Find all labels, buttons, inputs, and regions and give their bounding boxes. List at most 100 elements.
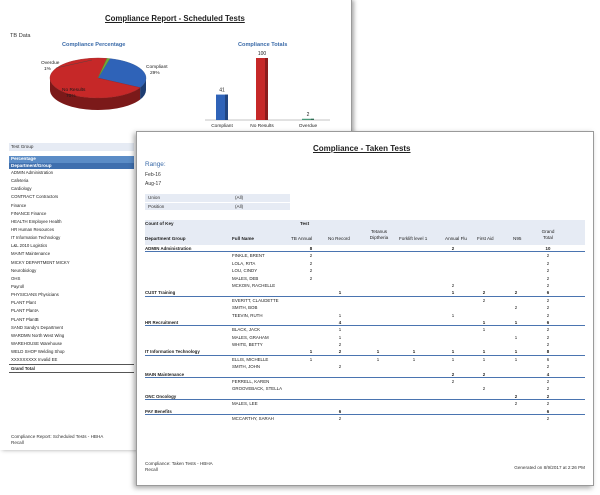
count-cell: 4 [546,371,550,377]
count-cell: 8 [309,246,313,251]
department-item: HEALTH Employee Health [11,218,62,224]
count-cell: 4 [338,319,342,325]
person-row: WHITE, BETTY 2 2 [145,341,585,348]
bar-value-label: 100 [258,51,267,57]
col-grand-total: Grand Total [541,229,555,240]
bar-value-label: 41 [219,88,225,94]
count-cell: 6 [546,408,550,414]
bar-category-label: Overdue [299,123,318,129]
count-cell: 2 [482,297,486,303]
taken-tests-pivot-table: Count of Key Test Department Group Full … [145,220,585,422]
count-cell: 2 [546,260,550,266]
department-item: WAREHOUSE Warehouse [11,340,63,346]
department-item: OHS [11,275,21,281]
pie-label-noresults-pct: 70% [66,93,76,99]
compliance-bar-chart: 41 Compliant 100 No Results 2 Overdue [205,51,330,129]
count-cell: 6 [546,319,550,325]
department-group-row: ADMIN Administration 8 2 10 [145,245,585,253]
count-cell: 2 [546,334,550,340]
count-cell: 2 [451,379,455,385]
department-cell: ONC Oncology [145,393,177,399]
department-item: MAINT Maintenance [11,251,51,257]
department-cell: MAIN Maintenance [145,371,185,377]
count-cell: 1 [309,349,313,355]
count-cell: 1 [338,327,342,333]
count-cell: 8 [546,349,550,355]
department-item: PLANT PlantA [11,308,39,314]
count-cell: 10 [545,246,551,251]
count-cell: 2 [546,275,550,281]
person-row: FINKLE, BRENT 2 2 [145,252,585,259]
count-cell: 2 [309,268,313,274]
pie-label-overdue-pct: 1% [44,66,52,72]
department-item: PLANT PlantB [11,316,39,322]
department-item: PHYSICIANS Physicians [11,292,59,298]
full-name-cell: FERRELL, KAREN [232,379,270,385]
full-name-cell: LOU, CINDY [232,268,258,274]
person-row: BLACK, JACK 1 1 2 [145,326,585,333]
bar-overdue [302,118,314,120]
count-cell: 1 [482,349,486,355]
count-cell: 2 [546,401,550,407]
person-row: MCCARTHY, SARAH 2 2 [145,415,585,422]
full-name-col: Full Name [232,236,254,241]
person-row: EVERITT, CLAUDETTE 2 2 [145,297,585,304]
pivot-body: ADMIN Administration 8 2 10 FINKLE, BRENT 2 2 L… [145,245,585,422]
bar-shadow [225,94,228,120]
department-group-row: PAY Benefits 6 6 [145,408,585,415]
department-item: XXXXXXXXX Invalid EE [11,357,58,363]
test-group-filter[interactable]: Test Group [9,143,134,151]
count-cell: 2 [546,393,550,399]
pie-label-overdue: Overdue [41,60,60,66]
department-group-row: HR Recruitment 4 1 1 6 [145,319,585,327]
department-item: WARDMN North West Wing [11,332,65,338]
pie-label-noresults: No Results [62,87,86,93]
compliance-pie-chart [49,57,147,111]
count-cell: 2 [514,393,518,399]
count-cell: 2 [514,401,518,407]
person-row: GROOVEBACK, STELLA 2 2 [145,385,585,392]
full-name-cell: EVERITT, CLAUDETTE [232,297,279,303]
col-tb-annual: TB Annual [291,236,313,241]
full-name-cell: MCCARTHY, SARAH [232,415,274,421]
department-item: SAND Sandy's Department [11,324,63,330]
bar-category-label: Compliant [211,123,233,129]
count-cell: 2 [546,364,550,370]
pie-label-compliant-pct: 29% [150,70,160,76]
footer-recall: Recall [11,440,24,445]
department-item: HR Human Resources [11,226,54,232]
filter-union[interactable]: Union (All) [145,194,290,202]
pie-leader-line [55,59,93,69]
person-row: TEEVIN, RUTH 1 1 2 [145,312,585,319]
count-cell: 1 [482,356,486,362]
col-no-record: No Record [328,236,350,241]
count-cell: 1 [514,356,518,362]
department-group-header: Department/Group [9,162,134,169]
full-name-cell: FINKLE, BRENT [232,253,265,259]
bar-shadow [311,118,314,120]
count-cell: 1 [451,312,455,318]
col-annual-flu: Annual Flu [445,236,467,241]
full-name-cell: LOLA, RITA [232,260,256,266]
count-cell: 2 [482,290,486,296]
filter-union-name: Union [148,195,161,200]
department-group-row: ONC Oncology 2 2 [145,393,585,401]
count-cell: 2 [451,246,455,251]
person-row: LOLA, RITA 2 2 [145,260,585,267]
col-first-aid: First Aid [477,236,494,241]
pivot-filters: Union (All) Position (All) [145,194,290,210]
department-item: Cardiology [11,186,32,192]
filter-position-value[interactable]: (All) [235,204,244,209]
count-cell: 2 [546,305,550,311]
department-item: FINANCE Finance [11,210,47,216]
col-n95: N95 [513,236,522,241]
count-cell: 2 [514,290,518,296]
filter-position[interactable]: Position (All) [145,202,290,210]
department-group-row: CUST Training 1 1 2 2 6 [145,289,585,297]
department-item: CONTRACT Contractors [11,194,59,200]
pie-slice-compliant [97,58,147,88]
filter-union-value[interactable]: (All) [235,195,244,200]
taken-report-title: Compliance - Taken Tests [313,144,411,153]
front-footer-report-name: Compliance: Taken Tests - HBHA [145,461,213,466]
bar-shadow [265,58,268,120]
